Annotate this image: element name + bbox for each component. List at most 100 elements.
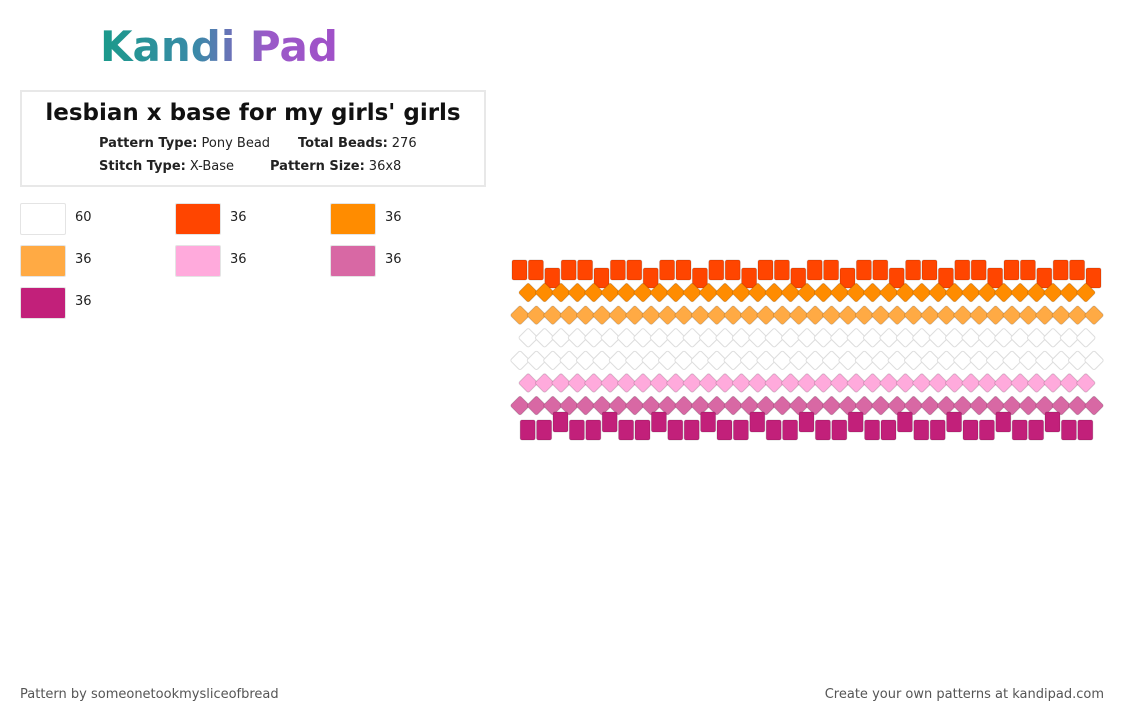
info-item: Pattern Size: 36x8: [270, 159, 401, 174]
bead: [854, 305, 874, 325]
info-label: Pattern Type:: [99, 136, 198, 151]
footer-link[interactable]: Create your own patterns at kandipad.com: [824, 687, 1104, 702]
bead: [797, 373, 817, 393]
bead: [1035, 305, 1055, 325]
bead: [986, 396, 1006, 416]
bead: [690, 350, 710, 370]
bead: [658, 396, 678, 416]
bead: [1084, 305, 1104, 325]
bead: [716, 419, 733, 441]
bead: [764, 373, 784, 393]
bead: [625, 305, 645, 325]
bead: [659, 259, 676, 281]
bead: [715, 328, 735, 348]
bead: [1076, 328, 1096, 348]
bead: [551, 328, 571, 348]
bead: [518, 328, 538, 348]
bead: [544, 267, 561, 289]
color-swatch: [20, 203, 66, 235]
bead: [543, 396, 563, 416]
bead: [626, 259, 643, 281]
bead: [649, 328, 669, 348]
bead: [1002, 396, 1022, 416]
bead: [527, 259, 544, 281]
bead: [782, 419, 799, 441]
bead: [871, 396, 891, 416]
bead: [913, 419, 930, 441]
bead: [994, 373, 1014, 393]
bead: [912, 328, 932, 348]
bead: [822, 350, 842, 370]
bead: [830, 373, 850, 393]
bead: [1018, 305, 1038, 325]
bead: [1019, 259, 1036, 281]
bead: [1043, 328, 1063, 348]
bead: [895, 328, 915, 348]
bead: [708, 259, 725, 281]
bead: [634, 419, 651, 441]
bead: [1077, 419, 1094, 441]
bead: [732, 419, 749, 441]
bead: [577, 259, 594, 281]
info-value: 36x8: [368, 159, 402, 174]
bead: [823, 259, 840, 281]
bead: [666, 373, 686, 393]
bead: [977, 373, 997, 393]
info-item: Pattern Type: Pony Bead: [99, 136, 270, 151]
bead: [618, 419, 635, 441]
bead-count: 36: [230, 210, 247, 225]
bead: [962, 419, 979, 441]
bead: [707, 305, 727, 325]
bead: [961, 373, 981, 393]
bead: [798, 411, 815, 433]
bead: [601, 411, 618, 433]
bead: [813, 328, 833, 348]
bead: [723, 305, 743, 325]
bead: [920, 305, 940, 325]
bead: [559, 350, 579, 370]
bead: [1059, 328, 1079, 348]
bead: [1044, 411, 1061, 433]
bead: [633, 373, 653, 393]
bead: [666, 283, 686, 303]
bead: [961, 328, 981, 348]
bead: [969, 396, 989, 416]
bead: [977, 283, 997, 303]
info-value: 276: [391, 136, 417, 151]
logo[interactable]: Kandi Pad: [100, 22, 338, 71]
bead: [855, 259, 872, 281]
color-swatch: [175, 245, 221, 277]
bead: [723, 350, 743, 370]
bead: [608, 305, 628, 325]
bead: [707, 396, 727, 416]
bead: [863, 328, 883, 348]
bead: [748, 328, 768, 348]
bead: [896, 411, 913, 433]
bead: [1084, 350, 1104, 370]
bead: [863, 283, 883, 303]
bead: [936, 396, 956, 416]
bead: [1051, 396, 1071, 416]
bead: [961, 283, 981, 303]
bead: [535, 373, 555, 393]
info-item: Total Beads: 276: [298, 136, 417, 151]
bead: [641, 396, 661, 416]
bead: [723, 396, 743, 416]
color-swatch: [20, 287, 66, 319]
bead: [831, 419, 848, 441]
bead: [936, 305, 956, 325]
bead: [1036, 267, 1053, 289]
bead: [749, 411, 766, 433]
bead: [772, 396, 792, 416]
bead: [683, 419, 700, 441]
bead: [567, 373, 587, 393]
bead: [699, 283, 719, 303]
bead: [781, 328, 801, 348]
bead: [764, 328, 784, 348]
bead: [977, 328, 997, 348]
bead: [1003, 259, 1020, 281]
bead: [518, 283, 538, 303]
bead: [526, 305, 546, 325]
bead: [592, 305, 612, 325]
bead-count: 36: [230, 252, 247, 267]
